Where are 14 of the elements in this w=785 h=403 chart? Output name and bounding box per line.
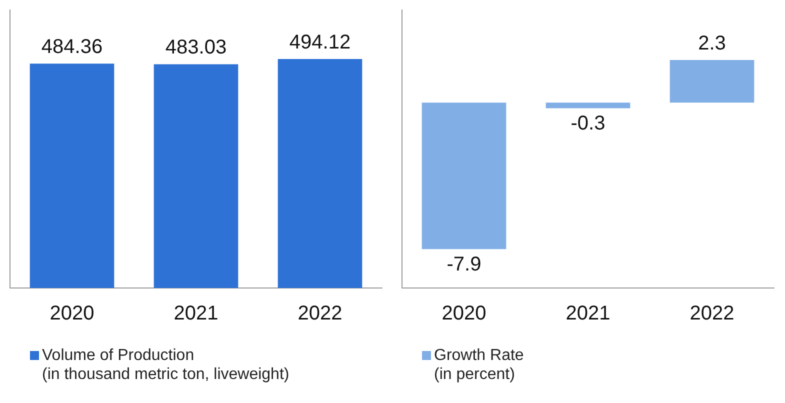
data-label: 483.03	[165, 36, 227, 59]
data-label: 2.3	[698, 32, 726, 55]
x-tick-label: 2022	[690, 302, 734, 325]
x-tick-label: 2020	[442, 302, 486, 325]
data-label: 494.12	[289, 32, 351, 54]
x-tick-label: 2021	[174, 302, 218, 325]
data-label: -0.3	[570, 112, 606, 135]
x-tick-label: 2021	[566, 302, 610, 325]
x-tick-label: 2022	[298, 302, 342, 325]
data-label: 484.36	[41, 36, 103, 58]
x-tick-label: 2020	[50, 302, 94, 325]
legend-label: Growth Rate (in percent)	[434, 346, 524, 384]
legend-label: Volume of Production (in thousand metric ton, liveweight)	[42, 346, 290, 384]
data-label: -7.9	[446, 254, 482, 276]
